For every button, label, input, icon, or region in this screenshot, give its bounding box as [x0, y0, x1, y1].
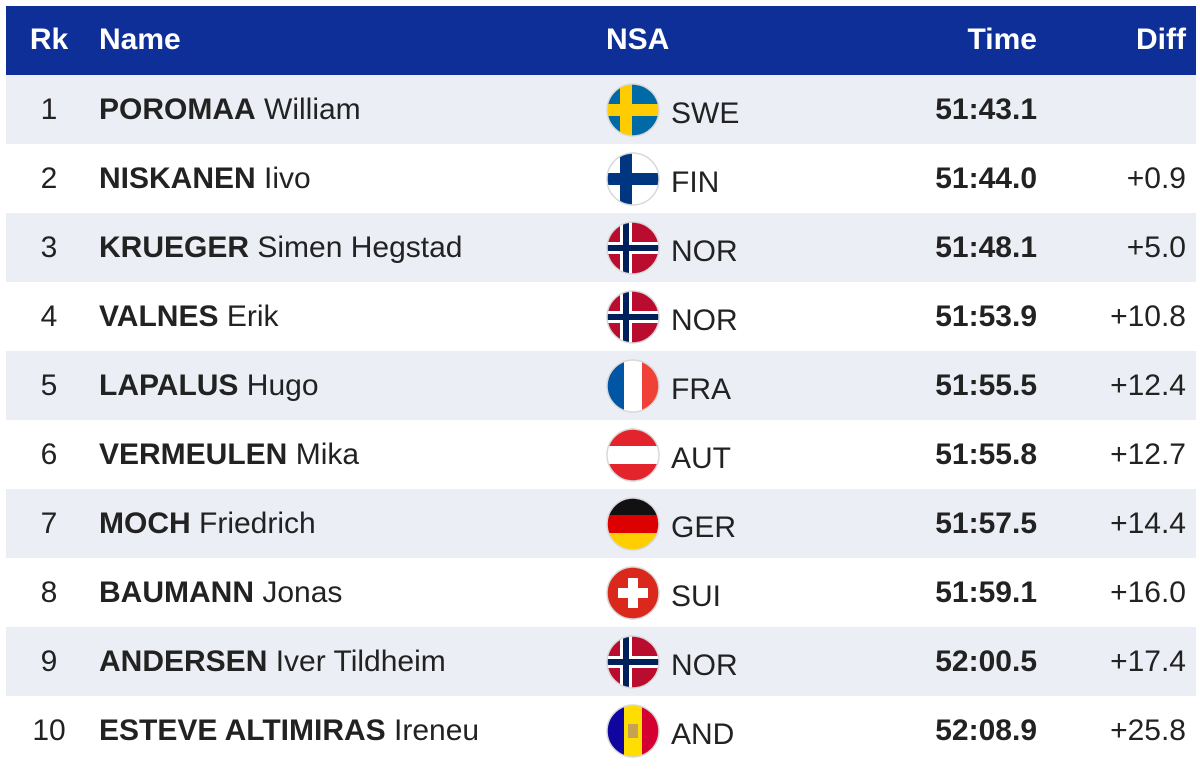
result-row[interactable]: 1 POROMAA William SWE 51:43.1 [6, 75, 1196, 144]
flag [606, 359, 660, 413]
nsa-code: NOR [671, 649, 738, 682]
given-name: Hugo [246, 369, 319, 402]
athlete-name[interactable]: POROMAA William [99, 75, 361, 144]
result-row[interactable]: 2 NISKANEN Iivo FIN 51:44.0 +0.9 [6, 144, 1196, 213]
given-name: Ireneu [394, 714, 480, 747]
time: 51:43.1 [935, 93, 1037, 126]
time: 52:08.9 [935, 714, 1037, 747]
given-name: Friedrich [199, 507, 316, 540]
time: 51:57.5 [935, 507, 1037, 540]
athlete-name[interactable]: ANDERSEN Iver Tildheim [99, 627, 446, 696]
surname: MOCH [99, 507, 191, 540]
surname: ANDERSEN [99, 645, 268, 678]
result-row[interactable]: 6 VERMEULEN Mika AUT 51:55.8 +12.7 [6, 420, 1196, 489]
result-row[interactable]: 3 KRUEGER Simen Hegstad NOR 51:48.1 +5.0 [6, 213, 1196, 282]
nsa-code: AND [671, 718, 735, 751]
flag [606, 83, 660, 137]
surname: POROMAA [99, 93, 256, 126]
diff: +16.0 [1110, 576, 1186, 609]
diff: +10.8 [1110, 300, 1186, 333]
given-name: William [264, 93, 361, 126]
rank: 9 [40, 645, 58, 678]
diff: +5.0 [1126, 231, 1186, 264]
time: 51:59.1 [935, 576, 1037, 609]
surname: VERMEULEN [99, 438, 288, 471]
rank: 4 [40, 300, 58, 333]
athlete-name[interactable]: LAPALUS Hugo [99, 351, 319, 420]
flag [606, 497, 660, 551]
header-cell[interactable]: Rk [29, 23, 69, 56]
nsa-code: AUT [671, 442, 731, 475]
rank: 3 [40, 231, 58, 264]
flag [606, 221, 660, 275]
surname: VALNES [99, 300, 219, 333]
flag [606, 152, 660, 206]
athlete-name[interactable]: BAUMANN Jonas [99, 558, 342, 627]
rank: 10 [32, 714, 66, 747]
given-name: Erik [226, 300, 279, 333]
header-row: Rk Name NSA Time Diff [6, 6, 1196, 75]
surname: BAUMANN [99, 576, 254, 609]
nsa-code: SWE [671, 97, 740, 130]
time: 51:53.9 [935, 300, 1037, 333]
diff: +17.4 [1110, 645, 1186, 678]
diff: +14.4 [1110, 507, 1186, 540]
rank: 1 [40, 93, 58, 126]
time: 52:00.5 [935, 645, 1037, 678]
athlete-name[interactable]: VERMEULEN Mika [99, 420, 359, 489]
nsa-code: FRA [671, 373, 731, 406]
nsa-code: NOR [671, 304, 738, 337]
athlete-name[interactable]: KRUEGER Simen Hegstad [99, 213, 462, 282]
diff: +12.4 [1110, 369, 1186, 402]
flag [606, 704, 660, 758]
rank: 2 [40, 162, 58, 195]
time: 51:55.8 [935, 438, 1037, 471]
result-row[interactable]: 10 ESTEVE ALTIMIRAS Ireneu AND 52:08.9 +25.8 [6, 696, 1196, 765]
results-table: Rk Name NSA Time Diff 1 POROMAA William SW… [6, 6, 1196, 765]
surname: LAPALUS [99, 369, 239, 402]
rank: 5 [40, 369, 58, 402]
surname: NISKANEN [99, 162, 256, 195]
diff: +25.8 [1110, 714, 1186, 747]
flag [606, 290, 660, 344]
result-row[interactable]: 4 VALNES Erik NOR 51:53.9 +10.8 [6, 282, 1196, 351]
flag [606, 428, 660, 482]
result-row[interactable]: 5 LAPALUS Hugo FRA 51:55.5 +12.4 [6, 351, 1196, 420]
surname: KRUEGER [99, 231, 250, 264]
result-row[interactable]: 9 ANDERSEN Iver Tildheim NOR 52:00.5 +17.4 [6, 627, 1196, 696]
header-cell[interactable]: Diff [1136, 23, 1186, 56]
athlete-name[interactable]: ESTEVE ALTIMIRAS Ireneu [99, 696, 479, 765]
result-row[interactable]: 8 BAUMANN Jonas SUI 51:59.1 +16.0 [6, 558, 1196, 627]
diff: +0.9 [1126, 162, 1186, 195]
time: 51:44.0 [935, 162, 1037, 195]
result-row[interactable]: 7 MOCH Friedrich GER 51:57.5 +14.4 [6, 489, 1196, 558]
given-name: Mika [295, 438, 360, 471]
header-cell[interactable]: Name [99, 23, 181, 56]
given-name: Iivo [264, 162, 311, 195]
athlete-name[interactable]: NISKANEN Iivo [99, 144, 311, 213]
rank: 6 [40, 438, 58, 471]
surname: ESTEVE ALTIMIRAS [99, 714, 386, 747]
header-cell[interactable]: NSA [606, 23, 670, 56]
athlete-name[interactable]: VALNES Erik [99, 282, 278, 351]
nsa-code: GER [671, 511, 737, 544]
rank: 7 [40, 507, 58, 540]
nsa-code: NOR [671, 235, 738, 268]
time: 51:55.5 [935, 369, 1037, 402]
given-name: Iver Tildheim [275, 645, 446, 678]
diff: +12.7 [1110, 438, 1186, 471]
given-name: Simen Hegstad [257, 231, 463, 264]
flag [606, 635, 660, 689]
header-cell[interactable]: Time [967, 23, 1037, 56]
nsa-code: SUI [671, 580, 722, 613]
athlete-name[interactable]: MOCH Friedrich [99, 489, 316, 558]
time: 51:48.1 [935, 231, 1037, 264]
flag [606, 566, 660, 620]
nsa-code: FIN [671, 166, 720, 199]
rank: 8 [40, 576, 58, 609]
given-name: Jonas [262, 576, 343, 609]
